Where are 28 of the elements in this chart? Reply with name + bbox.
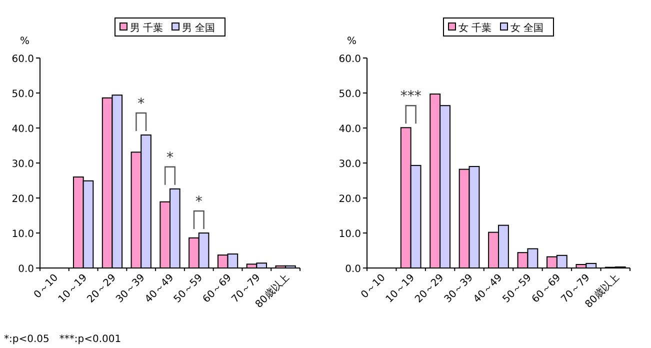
x-tick-label: 50～59 — [500, 272, 534, 306]
y-axis-title: % — [347, 36, 357, 47]
y-tick-label: 60.0 — [338, 54, 361, 65]
y-tick-label: 50.0 — [338, 89, 361, 100]
x-tick-label: 30～39 — [442, 272, 476, 306]
legend-label: 女 千葉 — [458, 22, 492, 34]
legend-label: 男 全国 — [182, 22, 216, 34]
y-tick-label: 60.0 — [12, 54, 34, 65]
y-tick-label: 50.0 — [12, 89, 34, 100]
x-tick-label: 30～39 — [114, 272, 148, 306]
y-tick-label: 10.0 — [12, 229, 34, 240]
text: *:p<0.05 ***:p<0.001 — [4, 334, 122, 345]
y-tick-label: 30.0 — [338, 159, 361, 170]
y-tick-label: 40.0 — [12, 124, 34, 135]
y-tick-label: 40.0 — [338, 124, 361, 135]
annotation: * — [166, 150, 174, 166]
annotation: * — [195, 194, 202, 210]
y-tick-label: 20.0 — [12, 194, 34, 205]
legend-label: 男 千葉 — [130, 22, 164, 34]
y-tick-label: 20.0 — [338, 194, 361, 205]
y-tick-label: 0.0 — [18, 264, 34, 275]
y-axis-title: % — [20, 36, 30, 47]
legend-label: 女 全国 — [510, 22, 544, 34]
annotation: *** — [400, 88, 422, 105]
y-tick-label: 10.0 — [338, 229, 361, 240]
y-tick-label: 30.0 — [12, 159, 34, 170]
y-tick-label: 0.0 — [345, 264, 361, 275]
annotation: * — [138, 96, 145, 112]
